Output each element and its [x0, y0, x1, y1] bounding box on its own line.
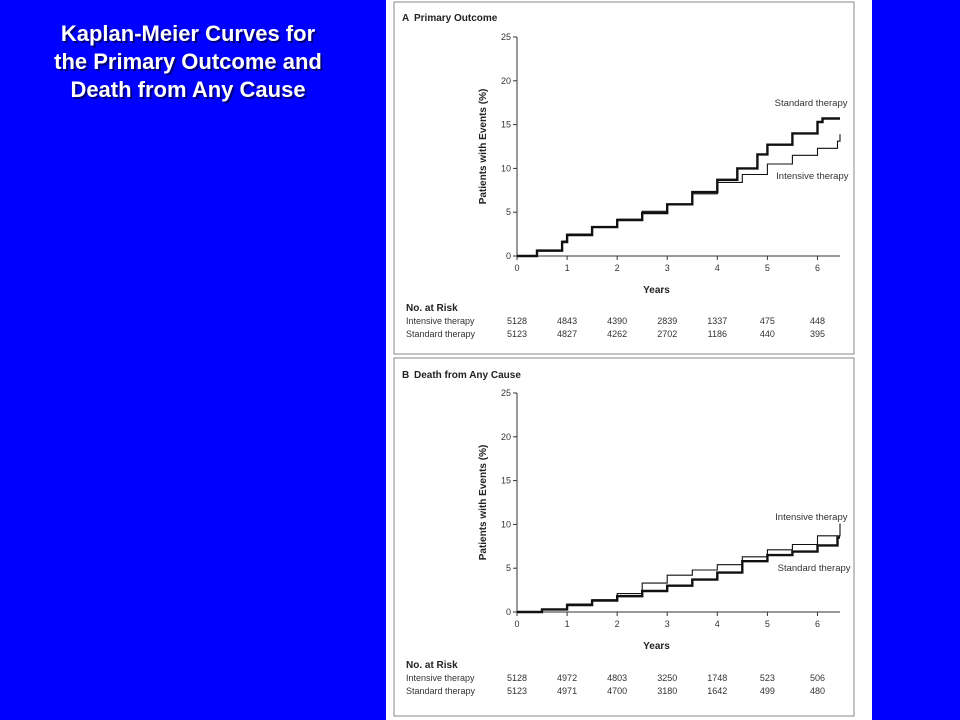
risk-value: 5123: [507, 686, 527, 696]
y-tick-label: 5: [506, 207, 511, 217]
y-tick-label: 15: [501, 476, 511, 486]
x-tick-label: 6: [815, 619, 820, 629]
panel-title: Primary Outcome: [414, 13, 498, 24]
y-tick-label: 20: [501, 432, 511, 442]
risk-value: 2702: [657, 329, 677, 339]
risk-value: 3180: [657, 686, 677, 696]
risk-value: 4700: [607, 686, 627, 696]
y-tick-label: 0: [506, 251, 511, 261]
y-tick-label: 10: [501, 519, 511, 529]
panel-letter: A: [402, 13, 409, 24]
x-tick-label: 4: [715, 263, 720, 273]
y-tick-label: 20: [501, 76, 511, 86]
risk-value: 523: [760, 673, 775, 683]
risk-table-header: No. at Risk: [406, 660, 458, 671]
risk-value: 395: [810, 329, 825, 339]
risk-table-header: No. at Risk: [406, 303, 458, 314]
risk-value: 3250: [657, 673, 677, 683]
y-tick-label: 25: [501, 388, 511, 398]
x-tick-label: 2: [615, 619, 620, 629]
y-tick-label: 15: [501, 120, 511, 130]
chart-panel-b: B Death from Any Cause 0 5 10 15 20 25 0 1 2 3 4 5 6 Ye…: [393, 357, 855, 717]
risk-row-label: Standard therapy: [406, 686, 476, 696]
x-tick-label: 5: [765, 263, 770, 273]
risk-value: 4390: [607, 316, 627, 326]
risk-value: 5128: [507, 316, 527, 326]
slide-title: Kaplan-Meier Curves for the Primary Outc…: [8, 20, 368, 104]
x-tick-label: 0: [514, 263, 519, 273]
x-tick-label: 1: [565, 619, 570, 629]
risk-value: 1642: [707, 686, 727, 696]
y-tick-label: 5: [506, 563, 511, 573]
y-axis-label: Patients with Events (%): [478, 445, 489, 561]
series-line-intensive-therapy: [517, 134, 841, 257]
risk-value: 506: [810, 673, 825, 683]
risk-value: 4971: [557, 686, 577, 696]
risk-value: 1186: [708, 329, 727, 339]
x-axis-label: Years: [643, 641, 670, 652]
risk-value: 1337: [707, 316, 727, 326]
x-tick-label: 6: [815, 263, 820, 273]
risk-value: 4843: [557, 316, 577, 326]
panel-frame: [393, 357, 855, 717]
x-tick-label: 3: [665, 619, 670, 629]
series-line-standard-therapy: [517, 117, 840, 258]
x-tick-label: 4: [715, 619, 720, 629]
slide-title-line-3: Death from Any Cause: [70, 77, 306, 102]
risk-value: 4803: [607, 673, 627, 683]
risk-value: 475: [760, 316, 775, 326]
x-tick-label: 2: [615, 263, 620, 273]
risk-value: 448: [810, 316, 825, 326]
panel-letter: B: [402, 370, 409, 381]
risk-value: 440: [760, 329, 775, 339]
risk-value: 499: [760, 686, 775, 696]
risk-value: 4827: [557, 329, 577, 339]
curve-label: Standard therapy: [778, 563, 851, 574]
y-tick-label: 10: [501, 163, 511, 173]
x-tick-label: 1: [565, 263, 570, 273]
curve-label: Standard therapy: [775, 98, 848, 109]
figure-panel: A Primary Outcome 0 5 10 15 20 25 0 1 2 3 4 5 6 Years Pa…: [386, 0, 872, 720]
risk-row-label: Standard therapy: [406, 329, 476, 339]
x-axis-label: Years: [643, 285, 670, 296]
risk-row-label: Intensive therapy: [406, 673, 475, 683]
x-tick-label: 0: [514, 619, 519, 629]
panel-frame: [393, 1, 855, 355]
risk-value: 2839: [657, 316, 677, 326]
y-tick-label: 25: [501, 32, 511, 42]
risk-row-label: Intensive therapy: [406, 316, 475, 326]
risk-value: 1748: [707, 673, 727, 683]
risk-value: 4262: [607, 329, 627, 339]
risk-value: 5128: [507, 673, 527, 683]
y-tick-label: 0: [506, 607, 511, 617]
slide-title-line-2: the Primary Outcome and: [54, 49, 322, 74]
chart-panel-a: A Primary Outcome 0 5 10 15 20 25 0 1 2 3 4 5 6 Years Pa…: [393, 1, 855, 355]
y-axis-label: Patients with Events (%): [478, 89, 489, 205]
series-line-standard-therapy: [517, 536, 840, 614]
risk-value: 4972: [557, 673, 577, 683]
x-tick-label: 3: [665, 263, 670, 273]
risk-value: 480: [810, 686, 825, 696]
slide-title-line-1: Kaplan-Meier Curves for: [60, 21, 316, 46]
panel-title: Death from Any Cause: [414, 370, 521, 381]
x-tick-label: 5: [765, 619, 770, 629]
curve-label: Intensive therapy: [776, 171, 849, 182]
risk-value: 5123: [507, 329, 527, 339]
curve-label: Intensive therapy: [775, 512, 848, 523]
